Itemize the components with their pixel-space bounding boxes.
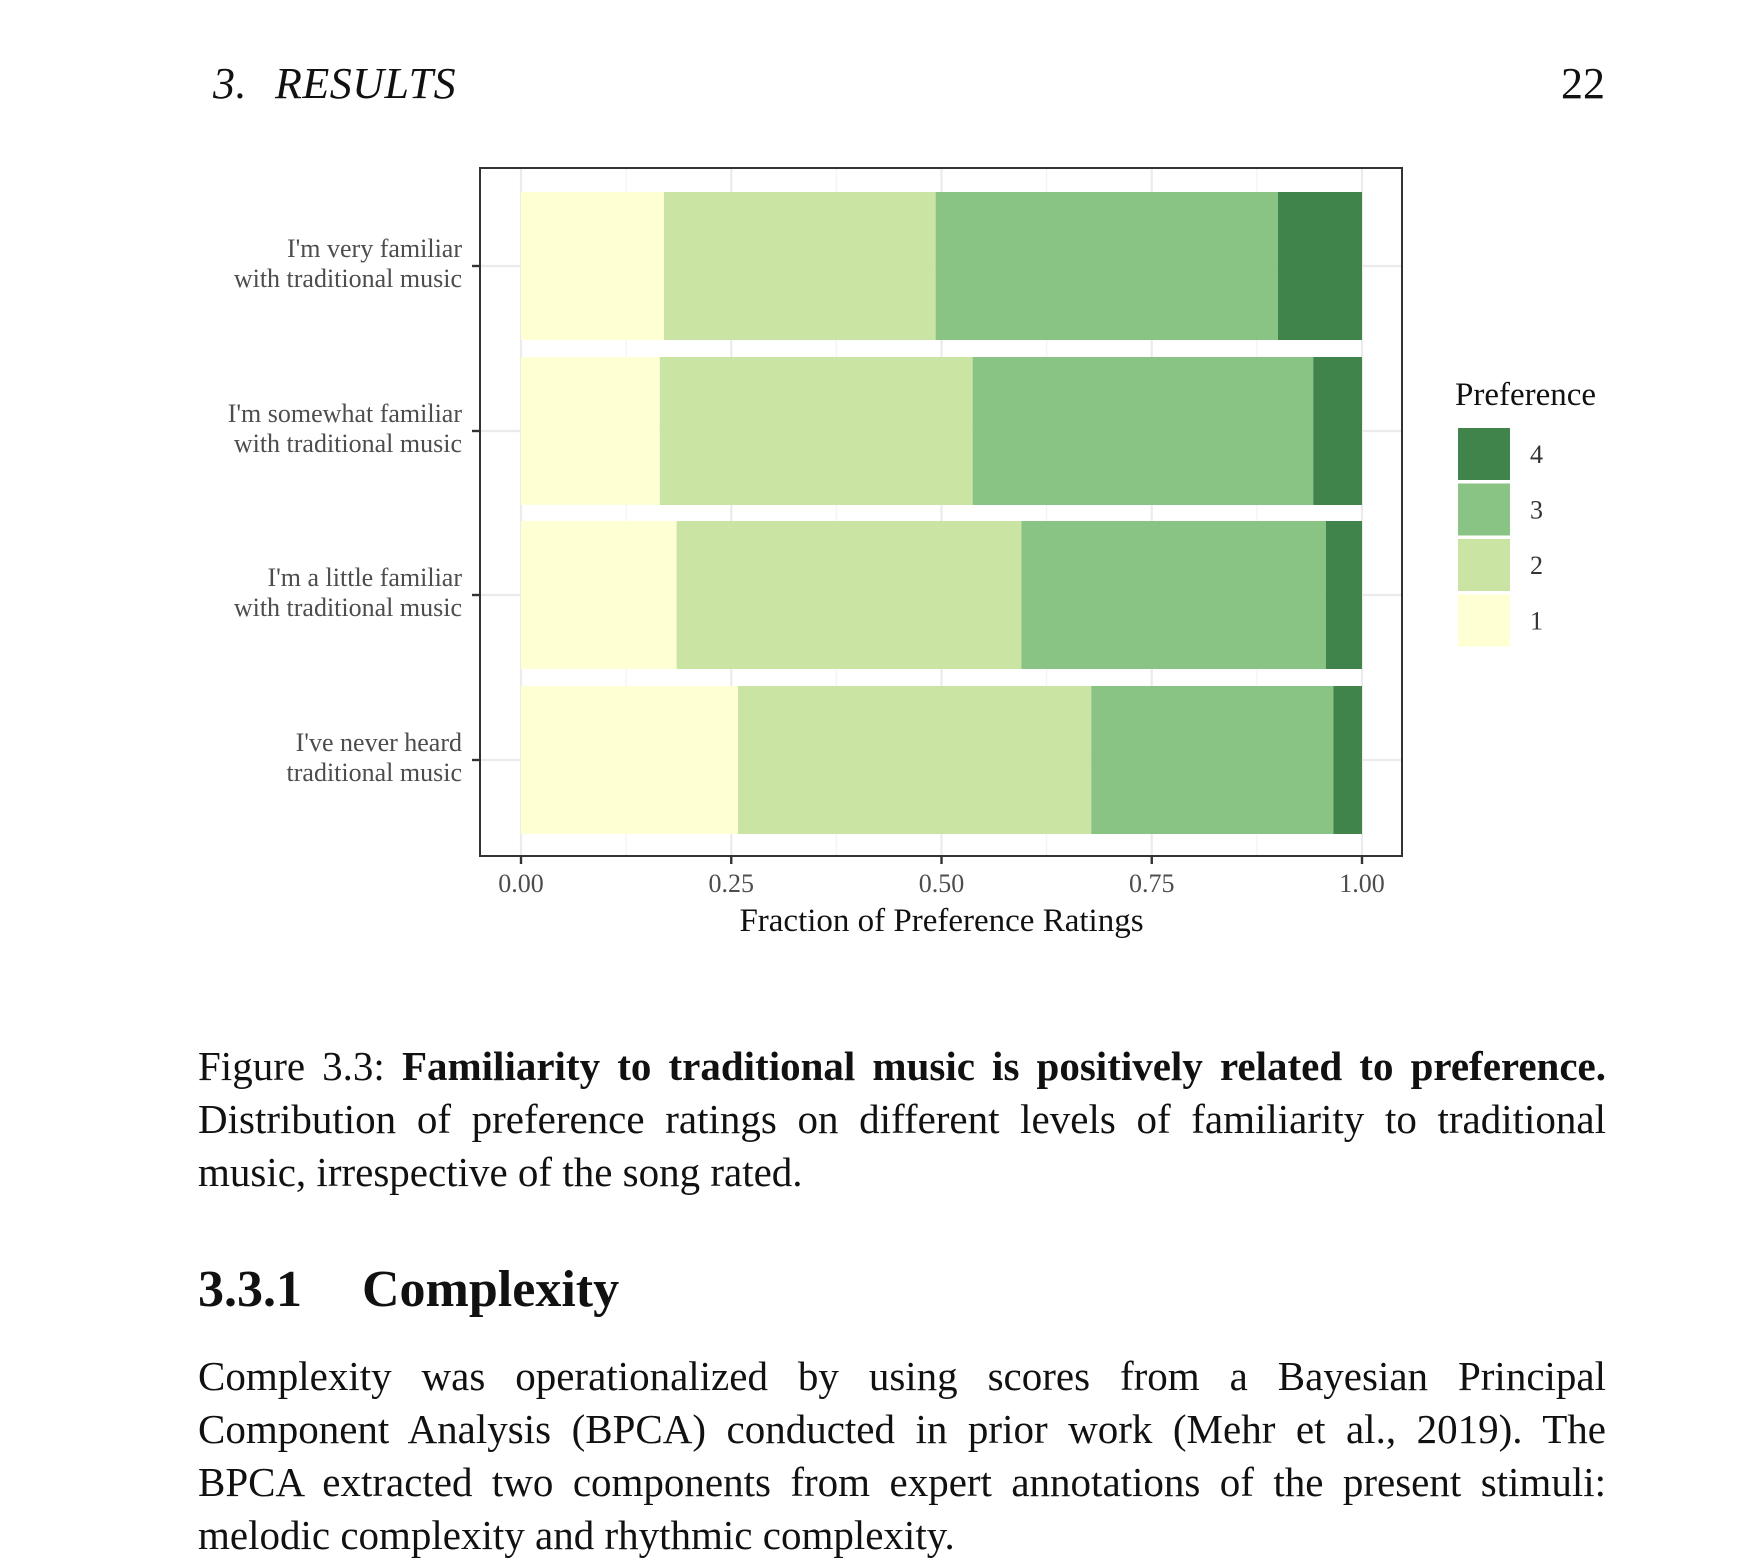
section-heading: 3.3.1 Complexity [198, 1260, 619, 1319]
bar-segment [521, 357, 660, 505]
running-head: 3. RESULTS [213, 58, 456, 109]
legend-label: 1 [1530, 607, 1543, 636]
x-tick-label: 0.50 [919, 869, 965, 898]
bar-segment [1277, 192, 1362, 340]
caption-label: Figure 3.3: [198, 1043, 385, 1089]
page-number: 22 [1561, 59, 1605, 108]
bar-segment [521, 521, 677, 669]
legend-label: 4 [1530, 440, 1543, 469]
y-tick-label: with traditional music [234, 429, 462, 458]
caption-bold: Familiarity to traditional music is posi… [401, 1043, 1606, 1089]
legend-title: Preference [1455, 377, 1596, 413]
bar-segment [659, 357, 973, 505]
bar-segment [935, 192, 1278, 340]
bar-segment [1333, 686, 1362, 834]
bar-segment [1313, 357, 1362, 505]
legend-key [1458, 594, 1510, 647]
chapter-number: 3. [213, 59, 247, 108]
bar-segment [676, 521, 1022, 669]
x-tick-label: 0.00 [498, 869, 544, 898]
section-title: Complexity [362, 1261, 620, 1318]
y-tick-label: with traditional music [234, 264, 462, 293]
x-tick-label: 0.75 [1129, 869, 1175, 898]
caption-text: Distribution of preference ratings on di… [198, 1096, 1606, 1195]
bar-segment [521, 686, 738, 834]
chapter-title: RESULTS [275, 59, 457, 108]
section-number: 3.3.1 [198, 1261, 302, 1318]
bar-segment [737, 686, 1092, 834]
legend-key [1458, 539, 1510, 591]
y-tick-label: I'm somewhat familiar [228, 399, 463, 428]
legend-label: 3 [1530, 496, 1543, 525]
x-tick-label: 0.25 [709, 869, 755, 898]
legend-label: 2 [1530, 551, 1543, 580]
y-tick-label: with traditional music [234, 593, 462, 622]
bar-segment [1091, 686, 1334, 834]
figure-caption: Figure 3.3: Familiarity to traditional m… [198, 1040, 1606, 1199]
bar-segment [972, 357, 1314, 505]
y-tick-label: traditional music [287, 758, 462, 787]
body-paragraph: Complexity was operationalized by using … [198, 1353, 1606, 1558]
bar-segment [1325, 521, 1362, 669]
x-axis-title: Fraction of Preference Ratings [739, 903, 1143, 939]
y-tick-label: I've never heard [296, 728, 462, 757]
y-tick-label: I'm very familiar [287, 234, 462, 263]
legend-key [1458, 428, 1510, 480]
bar-segment [663, 192, 936, 340]
x-tick-label: 1.00 [1339, 869, 1385, 898]
y-tick-label: I'm a little familiar [267, 563, 462, 592]
bar-segment [1021, 521, 1326, 669]
bar-segment [521, 192, 664, 340]
legend-key [1458, 483, 1510, 536]
